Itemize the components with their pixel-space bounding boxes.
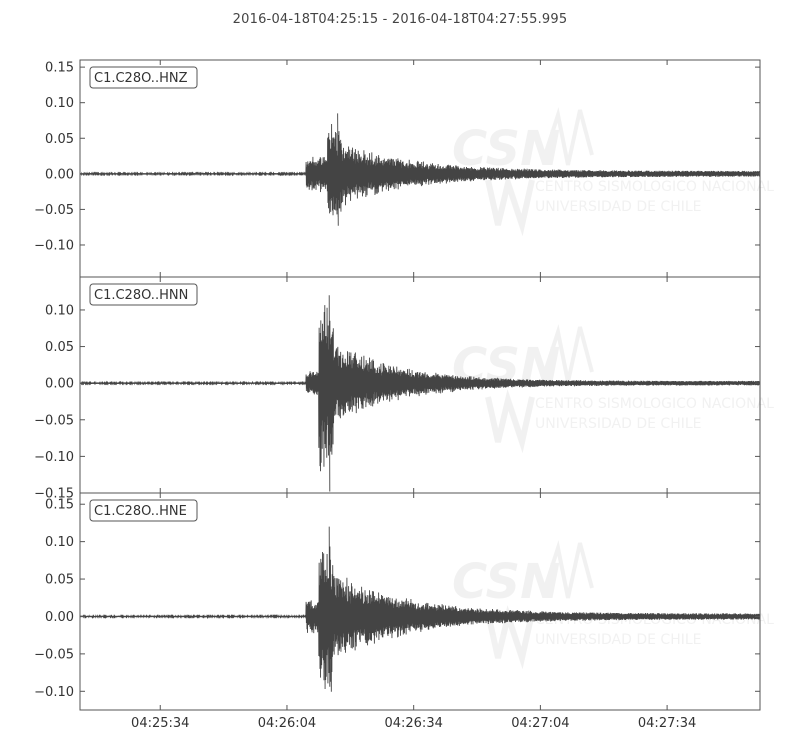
panel-label-box — [89, 66, 198, 89]
watermark-logo: CSN — [452, 121, 560, 177]
panel-label-box — [89, 499, 198, 522]
y-tick-label: −0.05 — [34, 413, 74, 428]
axes-layer: 0.15 0.10 0.05 0.00 −0.05 −0.10 C1.C28O..HNZ 0.… — [34, 59, 761, 731]
x-tick-label: 04:27:04 — [511, 716, 569, 731]
panel-label: C1.C28O..HNN — [94, 288, 188, 303]
y-tick-label: −0.10 — [34, 450, 74, 465]
watermark-wave — [543, 107, 594, 166]
waveform-trace — [80, 526, 760, 692]
watermark-wave — [543, 540, 594, 599]
y-tick-label: −0.10 — [34, 685, 74, 700]
y-tick-label: −0.05 — [34, 647, 74, 662]
watermark-line1: CENTRO SISMOLOGICO NACIONAL — [535, 396, 774, 412]
y-tick-label: 0.10 — [45, 303, 74, 318]
watermark: CSN CENTRO SISMOLOGICO NACIONAL UNIVERSIDA… — [452, 107, 774, 237]
y-tick-label: 0.15 — [45, 61, 74, 76]
x-tick-label: 04:27:34 — [638, 716, 696, 731]
y-tick-label: 0.15 — [45, 498, 74, 513]
watermark-mark — [485, 172, 535, 237]
chart-title: 2016-04-18T04:25:15 - 2016-04-18T04:27:5… — [232, 12, 568, 27]
x-tick-label: 04:26:04 — [258, 716, 316, 731]
watermark-layer: CSN CENTRO SISMOLOGICO NACIONAL UNIVERSIDA… — [452, 107, 774, 670]
watermark-mark — [485, 389, 535, 454]
x-tick-label: 04:26:34 — [384, 716, 442, 731]
trace-layer — [80, 113, 760, 692]
y-tick-label: 0.00 — [45, 167, 74, 182]
y-tick-label: 0.05 — [45, 573, 74, 588]
panel-label-box — [89, 283, 198, 306]
panel-label: C1.C28O..HNZ — [94, 71, 188, 86]
panel-label: C1.C28O..HNE — [94, 504, 187, 519]
y-tick-label: −0.05 — [34, 203, 74, 218]
y-tick-label: −0.15 — [34, 487, 74, 502]
y-tick-label: 0.10 — [45, 535, 74, 550]
watermark-line2: UNIVERSIDAD DE CHILE — [535, 632, 702, 648]
panel-frame — [79, 492, 761, 711]
y-tick-label: −0.10 — [34, 238, 74, 253]
y-tick-label: 0.00 — [45, 377, 74, 392]
x-tick-label: 04:25:34 — [131, 716, 189, 731]
watermark-line1: CENTRO SISMOLOGICO NACIONAL — [535, 179, 774, 195]
y-tick-label: 0.05 — [45, 340, 74, 355]
watermark-logo: CSN — [452, 554, 560, 610]
y-tick-label: 0.00 — [45, 610, 74, 625]
y-tick-label: 0.05 — [45, 132, 74, 147]
watermark-line2: UNIVERSIDAD DE CHILE — [535, 416, 702, 432]
y-tick-label: 0.10 — [45, 96, 74, 111]
waveform-trace — [80, 295, 760, 492]
waveform-trace — [80, 113, 760, 226]
watermark-line2: UNIVERSIDAD DE CHILE — [535, 199, 702, 215]
